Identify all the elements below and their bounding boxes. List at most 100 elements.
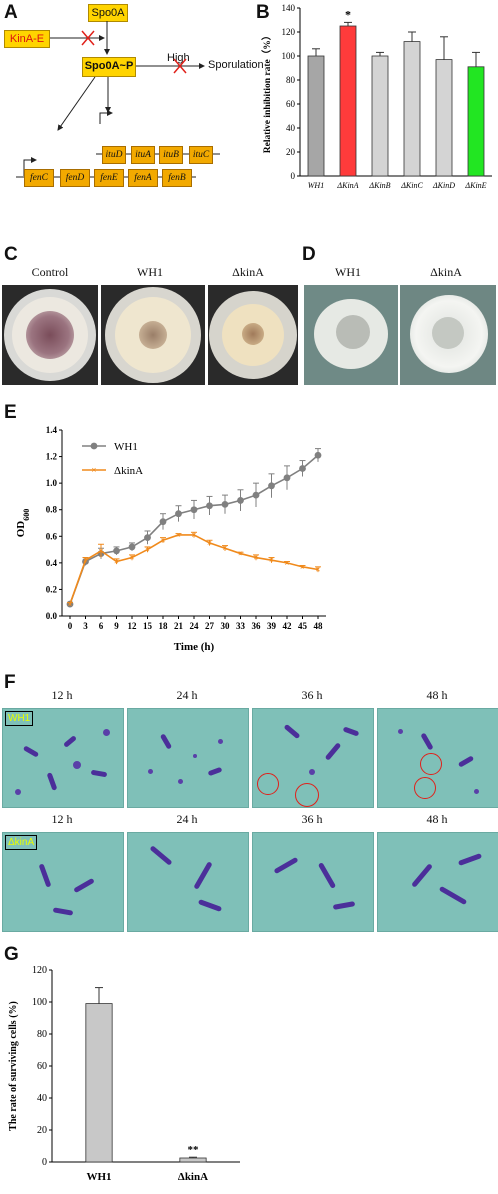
micrograph-kina-36h xyxy=(252,832,374,932)
x-tick-label: 45 xyxy=(298,621,308,631)
y-tick-label: 60 xyxy=(286,99,296,109)
gene-fenB: fenB xyxy=(162,169,192,187)
x-tick-label: 30 xyxy=(221,621,231,631)
x-tick-label-wh1: WH1 xyxy=(86,1171,111,1183)
x-tick-label: 0 xyxy=(68,621,73,631)
panel-label-c: C xyxy=(4,244,18,265)
x-tick-label--kinc: ΔKinC xyxy=(400,181,423,190)
y-axis-label: Relative inhibition rate（%） xyxy=(261,31,273,153)
panel-label-d: D xyxy=(302,244,316,265)
plate-photo-kina xyxy=(208,285,298,385)
gene-fenC: fenC xyxy=(24,169,54,187)
data-point--kina: × xyxy=(83,555,88,565)
x-tick-label: 6 xyxy=(99,621,104,631)
time-label-24h-row2: 24 h xyxy=(176,812,198,826)
data-point-wh1 xyxy=(190,506,198,514)
time-label-48h-row1: 48 h xyxy=(426,688,448,702)
gene-ituA: ituA xyxy=(131,146,155,164)
data-point--kina: × xyxy=(145,545,150,555)
legend-label-wh1: WH1 xyxy=(114,441,138,453)
bar--kinb xyxy=(371,55,389,177)
bar--kina xyxy=(179,1157,207,1163)
data-point-wh1 xyxy=(299,465,306,472)
data-point-wh1 xyxy=(314,451,322,459)
legend-marker--kina: × xyxy=(91,465,96,475)
x-tick-label--kind: ΔKinD xyxy=(432,181,455,190)
data-point-wh1 xyxy=(144,534,151,542)
gene-fenA: fenA xyxy=(128,169,158,187)
data-point--kina: × xyxy=(98,546,103,556)
y-tick-label: 0 xyxy=(291,171,296,181)
gene-ituB: ituB xyxy=(159,146,183,164)
micrograph-kina-24h xyxy=(127,832,249,932)
y-tick-label: 20 xyxy=(37,1125,47,1136)
micrograph-wh1-12h: WH1 xyxy=(2,708,124,808)
data-point--kina: × xyxy=(207,538,212,548)
chart-b-inhibition-rate: 0 20 40 60 80 100 120 140 WH1 ΔKinA * ΔKinB ΔKinC ΔKi… xyxy=(261,3,492,190)
y-tick-label: 1.2 xyxy=(46,452,58,462)
micrograph-kina-48h xyxy=(377,832,498,932)
micrograph-wh1-36h xyxy=(252,708,374,808)
bar--kina xyxy=(339,25,357,177)
data-point-wh1 xyxy=(113,547,120,555)
gene-ituD: ituD xyxy=(102,146,126,164)
y-tick-label: 20 xyxy=(286,147,296,157)
y-tick-label: 100 xyxy=(32,997,47,1008)
data-point-wh1 xyxy=(175,510,182,518)
chart-g-survival-rate: 0 20 40 60 80 100 120 WH1 ΔkinA ** The rate of sur… xyxy=(8,965,240,1183)
panel-c-label-control: Control xyxy=(31,265,69,279)
panel-label-b: B xyxy=(256,2,270,23)
panel-label-e: E xyxy=(4,402,17,423)
x-tick-label: 3 xyxy=(83,621,88,631)
y-tick-label: 40 xyxy=(286,123,296,133)
chart-e-growth-curve: 0.00.20.40.60.81.01.21.40 3 6 9 12 15 18 21 24 27… xyxy=(15,425,326,653)
data-point--kina: × xyxy=(300,562,305,572)
data-point--kina: × xyxy=(114,557,119,567)
colony-photo-wh1 xyxy=(304,285,398,385)
x-tick-label: 48 xyxy=(314,621,324,631)
y-tick-label: 0 xyxy=(42,1157,47,1168)
plate-photo-control xyxy=(2,285,98,385)
x-tick-label: 27 xyxy=(205,621,215,631)
significance-mark--kina: * xyxy=(345,7,351,21)
time-label-48h-row2: 48 h xyxy=(426,812,448,826)
y-tick-label: 80 xyxy=(37,1029,47,1040)
panel-c-label-wh1: WH1 xyxy=(137,265,163,279)
y-tick-label: 40 xyxy=(37,1093,47,1104)
bar-wh1 xyxy=(307,55,325,177)
x-tick-label--kina: ΔKinA xyxy=(336,181,358,190)
row-label-wh1: WH1 xyxy=(5,711,34,726)
data-point-wh1 xyxy=(221,501,229,508)
significance-mark--kina: ** xyxy=(188,1144,200,1156)
data-point--kina: × xyxy=(315,565,320,575)
sporulation-label: Sporulation xyxy=(208,59,264,71)
y-tick-label: 140 xyxy=(282,3,296,13)
data-point--kina: × xyxy=(253,553,258,563)
data-point--kina: × xyxy=(129,553,134,563)
data-point-wh1 xyxy=(283,474,291,482)
x-axis-label: Time (h) xyxy=(174,641,215,653)
x-tick-label: 21 xyxy=(174,621,184,631)
x-tick-label-wh1: WH1 xyxy=(308,181,324,190)
x-tick-label: 42 xyxy=(283,621,293,631)
data-point-wh1 xyxy=(237,497,244,504)
legend-marker-wh1 xyxy=(90,442,98,450)
data-point--kina: × xyxy=(160,535,165,545)
y-tick-label: 0.4 xyxy=(46,558,58,568)
data-point--kina: × xyxy=(191,530,196,540)
x-tick-label: 36 xyxy=(252,621,262,631)
bar--kinc xyxy=(403,41,421,177)
row-label-kina: ΔkinA xyxy=(5,835,38,850)
y-tick-label: 0.6 xyxy=(46,531,58,541)
y-axis-label: OD600 xyxy=(15,509,31,538)
panel-d-label-wh1: WH1 xyxy=(335,265,361,279)
data-point-wh1 xyxy=(128,543,136,551)
data-point--kina: × xyxy=(222,543,227,553)
x-tick-label: 9 xyxy=(114,621,119,631)
data-point--kina: × xyxy=(67,599,72,609)
time-label-36h-row1: 36 h xyxy=(301,688,323,702)
panel-a-arrows xyxy=(16,21,220,178)
y-tick-label: 1.4 xyxy=(46,425,58,435)
series-line--kina xyxy=(69,534,319,605)
spo0a-p-box: Spo0A~P xyxy=(82,57,136,77)
